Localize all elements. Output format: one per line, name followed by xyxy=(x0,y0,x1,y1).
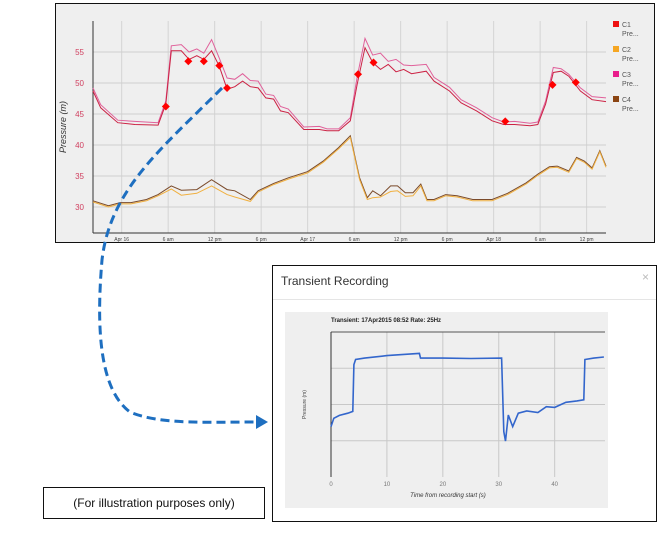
dialog-divider xyxy=(273,299,656,300)
y-tick-label: 55 xyxy=(75,48,84,57)
event-marker xyxy=(548,80,557,89)
legend-swatch xyxy=(613,96,619,102)
x-tick-label: 6 pm xyxy=(256,237,267,242)
legend-sublabel: Pre... xyxy=(622,56,639,63)
x-tick-label: 6 am xyxy=(349,237,360,242)
y-tick-label: 35 xyxy=(75,172,84,181)
y-tick-label: 30 xyxy=(75,203,84,212)
series-line-C2 xyxy=(92,136,607,208)
event-marker xyxy=(369,58,378,67)
x-tick-label: 6 am xyxy=(163,237,174,242)
series-line-C4 xyxy=(92,134,607,207)
y-tick-label: 50 xyxy=(75,79,84,88)
event-marker xyxy=(215,61,224,70)
illustration-note: (For illustration purposes only) xyxy=(43,487,265,519)
event-marker xyxy=(501,117,510,126)
x-tick-label: 12 pm xyxy=(580,237,594,242)
legend-label: C4 xyxy=(622,97,631,104)
series-line-C3 xyxy=(92,36,607,130)
arrowhead-icon xyxy=(256,415,268,429)
x-tick-label: 12 pm xyxy=(208,237,222,242)
transient-chart-background xyxy=(285,312,608,508)
close-icon[interactable]: × xyxy=(641,270,649,284)
event-marker xyxy=(571,78,580,87)
legend-swatch xyxy=(613,21,619,27)
pressure-chart: Apr 16 6 am 12 pm 6 pm Apr 17 6 am 12 pm 6 pm Ap… xyxy=(58,21,639,242)
legend-sublabel: Pre... xyxy=(622,81,639,88)
x-tick-label: Apr 18 xyxy=(486,237,501,242)
x-tick-label: 0 xyxy=(329,482,333,488)
x-tick-label: Apr 16 xyxy=(114,237,129,242)
x-axis-label: Time from recording start (s) xyxy=(410,493,486,499)
event-marker xyxy=(354,70,363,79)
event-marker xyxy=(223,83,232,92)
x-tick-label: 40 xyxy=(551,482,558,488)
legend-sublabel: Pre... xyxy=(622,106,639,113)
transient-recording-dialog: Transient Recording × Transient: 17Apr20… xyxy=(272,265,657,522)
event-marker xyxy=(184,57,193,66)
series-line-C1 xyxy=(92,46,607,132)
x-tick-label: 30 xyxy=(495,482,502,488)
x-tick-label: 20 xyxy=(439,482,446,488)
pressure-trace-line xyxy=(330,352,604,442)
y-axis-label: Pressure (m) xyxy=(58,101,68,153)
legend-sublabel: Pre... xyxy=(622,31,639,38)
event-marker xyxy=(199,57,208,66)
legend-swatch xyxy=(613,71,619,77)
x-tick-label: 10 xyxy=(384,482,391,488)
transient-chart: Transient: 17Apr2015 08:52 Rate: 25Hz 0 10… xyxy=(285,312,608,508)
pressure-chart-panel: Apr 16 6 am 12 pm 6 pm Apr 17 6 am 12 pm 6 pm Ap… xyxy=(55,3,655,243)
x-tick-label: Apr 17 xyxy=(300,237,315,242)
dialog-title: Transient Recording xyxy=(281,274,389,288)
legend-label: C1 xyxy=(622,22,631,29)
transient-chart-title: Transient: 17Apr2015 08:52 Rate: 25Hz xyxy=(331,318,441,324)
y-axis-label: Pressure (m) xyxy=(302,390,308,419)
legend-label: C3 xyxy=(622,72,631,79)
legend-swatch xyxy=(613,46,619,52)
x-tick-label: 6 pm xyxy=(442,237,453,242)
x-tick-label: 12 pm xyxy=(394,237,408,242)
y-tick-label: 40 xyxy=(75,141,84,150)
x-tick-label: 6 am xyxy=(535,237,546,242)
y-tick-label: 45 xyxy=(75,110,84,119)
legend-label: C2 xyxy=(622,47,631,54)
